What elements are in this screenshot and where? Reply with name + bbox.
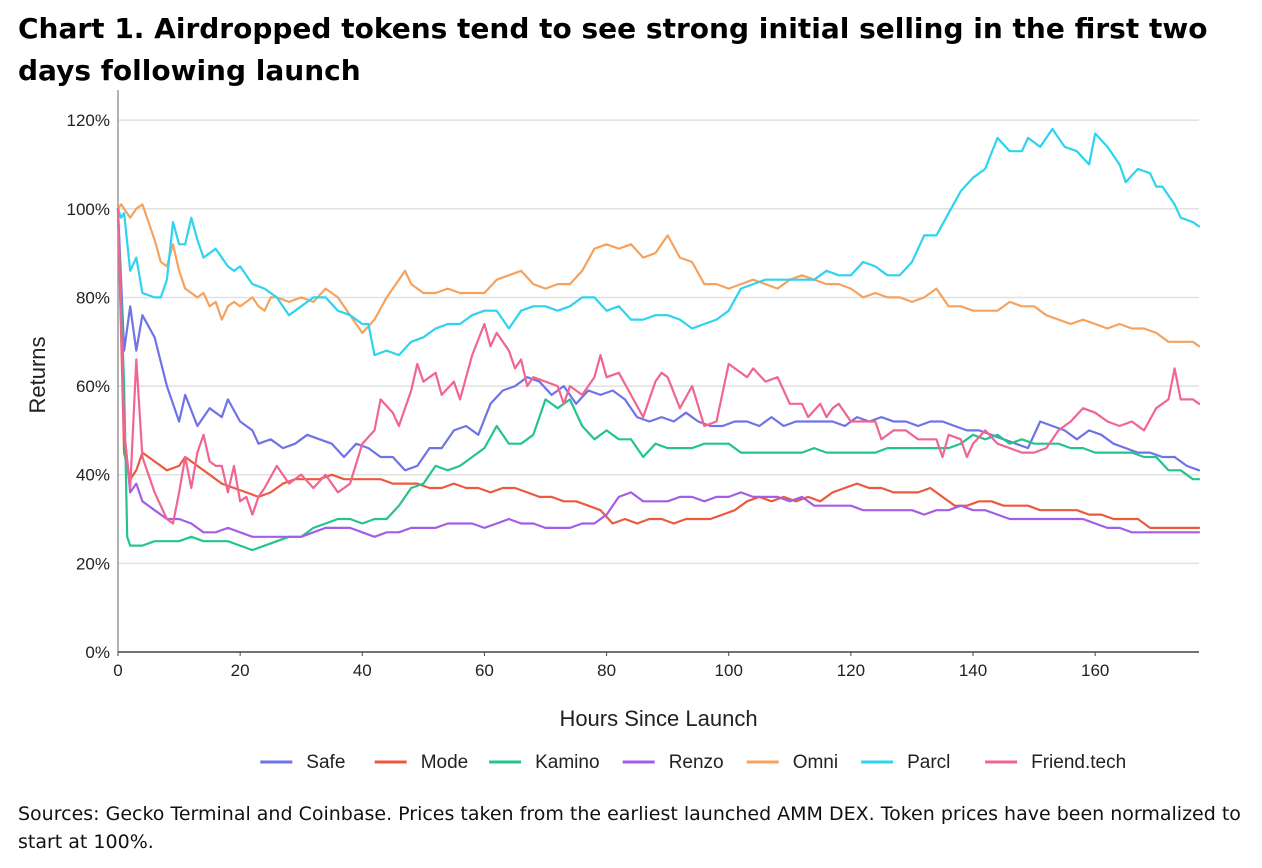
- series-line-omni: [116, 203, 1201, 348]
- series-line-mode: [116, 207, 1201, 529]
- y-tick-label: 80%: [76, 288, 110, 307]
- legend: Safe Mode Kamino Renzo Omni Parcl Friend.tech: [260, 752, 1126, 773]
- line-chart: 0% 20% 40% 60% 80% 100% 120% 0 20 40 60 80 100 120 140…: [0, 90, 1262, 790]
- y-tick-label: 120%: [67, 111, 110, 130]
- x-tick-label: 100: [715, 661, 743, 680]
- x-tick-label: 40: [353, 661, 372, 680]
- x-axis-title: Hours Since Launch: [559, 706, 757, 731]
- axes: 0% 20% 40% 60% 80% 100% 120% 0 20 40 60 80 100 120 140…: [67, 90, 1199, 680]
- legend-label-parcl: Parcl: [907, 752, 950, 773]
- series-line-renzo: [116, 207, 1201, 538]
- y-tick-label: 40%: [76, 466, 110, 485]
- series-line-parcl: [116, 127, 1201, 357]
- series-line-kamino: [116, 207, 1201, 552]
- legend-label-safe: Safe: [306, 752, 345, 773]
- source-footnote: Sources: Gecko Terminal and Coinbase. Pr…: [18, 803, 1241, 853]
- x-tick-label: 160: [1081, 661, 1109, 680]
- y-tick-label: 60%: [76, 377, 110, 396]
- chart-title: Chart 1. Airdropped tokens tend to see s…: [18, 12, 1208, 87]
- x-tick-label: 120: [837, 661, 865, 680]
- y-tick-label: 100%: [67, 200, 110, 219]
- y-axis-title: Returns: [25, 336, 50, 413]
- x-tick-label: 0: [113, 661, 122, 680]
- legend-label-mode: Mode: [421, 752, 469, 773]
- gridlines: [118, 119, 1199, 565]
- y-tick-label: 20%: [76, 554, 110, 573]
- x-tick-label: 60: [475, 661, 494, 680]
- series-lines: [116, 127, 1201, 552]
- series-line-friend-tech: [116, 207, 1201, 525]
- legend-label-omni: Omni: [793, 752, 838, 773]
- chart-svg: 0% 20% 40% 60% 80% 100% 120% 0 20 40 60 80 100 120 140…: [25, 90, 1201, 773]
- legend-label-renzo: Renzo: [669, 752, 724, 773]
- legend-label-kamino: Kamino: [535, 752, 599, 773]
- x-tick-label: 80: [597, 661, 616, 680]
- x-tick-label: 140: [959, 661, 987, 680]
- x-tick-label: 20: [231, 661, 250, 680]
- legend-label-friend-tech: Friend.tech: [1031, 752, 1126, 773]
- y-tick-label: 0%: [85, 643, 110, 662]
